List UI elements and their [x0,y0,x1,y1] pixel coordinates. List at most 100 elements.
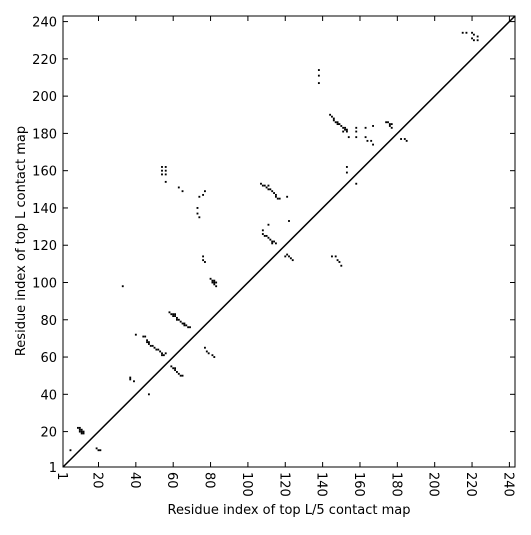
contact [77,426,79,429]
contact [198,195,201,198]
contact [260,182,262,185]
contact [177,372,180,375]
x-tick-label: 1 [54,472,69,480]
contact [157,348,160,351]
contact [97,449,100,452]
contact [181,190,184,193]
contact [267,188,270,191]
contact [82,432,85,435]
contact [151,344,154,347]
contact [340,264,343,267]
diagonal [62,15,516,468]
contact [340,125,343,127]
contact [196,207,199,209]
contact [80,428,83,431]
contact [317,74,320,77]
contact [355,136,358,139]
contact [271,242,274,245]
contact [273,240,275,243]
contact [174,315,176,317]
contact [372,125,374,127]
contact [164,166,167,168]
contact [345,128,348,131]
contact [174,313,176,316]
contact [345,171,348,174]
contact [344,128,346,131]
contact [168,311,171,314]
contact [177,318,180,321]
x-tick-label: 100 [239,472,254,497]
contact [263,184,266,187]
contact [213,356,216,358]
contact [205,350,208,353]
x-tick-label: 220 [463,472,478,497]
x-axis-label: Residue index of top L/5 contact map [168,503,411,518]
contact [215,285,218,288]
contact [185,324,188,327]
contact [213,279,216,282]
y-tick-label: 220 [32,53,57,68]
contact [261,229,264,232]
contact [146,341,148,344]
contact [390,123,393,126]
contact [331,115,333,118]
contact [271,190,274,193]
contact [142,335,145,338]
contact [211,279,214,282]
contact [170,313,173,316]
y-tick-label: 180 [32,127,57,142]
contact [269,188,272,191]
contact [274,242,277,245]
contact [211,281,214,284]
contact [209,277,212,280]
contact [265,234,268,237]
contact [78,430,81,433]
contact [177,186,180,189]
contact [155,348,158,351]
contact [78,426,81,429]
contact [332,119,335,122]
x-tick-label: 120 [276,472,291,497]
contact [390,126,393,129]
y-axis-label: Residue index of top L contact map [14,126,29,356]
plot-frame [62,15,516,468]
contact [388,125,391,127]
x-tick-label: 60 [164,472,179,489]
contact [172,367,175,370]
contact [147,343,150,345]
contact [202,193,205,196]
contact [196,212,199,215]
contact [471,31,473,34]
contact [286,195,289,198]
contact [355,126,358,129]
contact [364,136,367,139]
contact [174,367,176,370]
contact [274,193,277,196]
y-tick-label: 120 [32,239,57,254]
contact [144,335,147,338]
contact [172,313,175,316]
contact [388,123,391,126]
contact [95,447,98,450]
contact [176,316,178,319]
contact [288,220,290,222]
contact [161,166,163,168]
contact [387,121,389,124]
contact [334,121,337,124]
contact [342,130,345,133]
contact [267,223,270,226]
contact [69,449,72,452]
contact [164,169,167,172]
x-tick-label: 140 [314,472,329,497]
y-tick-label: 80 [40,314,57,329]
contact [164,173,167,176]
contact [261,184,264,187]
contact [276,197,279,200]
contact [465,31,468,34]
contact [134,333,137,336]
contact [476,35,479,38]
contact [271,240,274,243]
contact [181,374,184,377]
contact [187,326,190,329]
contact [80,430,83,433]
